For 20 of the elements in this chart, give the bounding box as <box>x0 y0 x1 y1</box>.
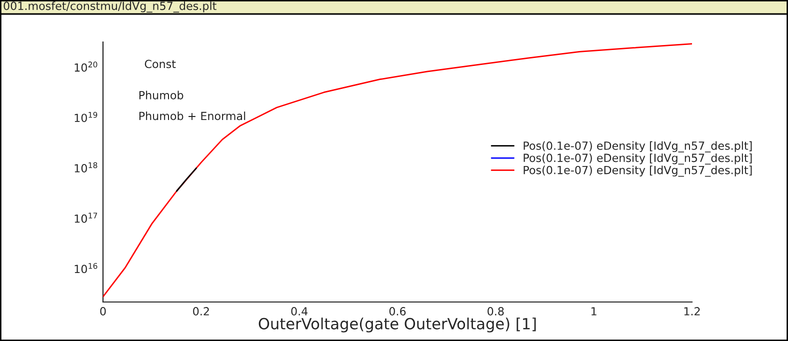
y-tick-label: 10$^{19}$ <box>74 112 98 122</box>
y-tick-label: 10$^{17}$ <box>74 212 98 223</box>
annotation: Const <box>144 60 176 68</box>
legend-label: Pos(0.1e-07) eDensity [IdVg_n57_des.plt] <box>524 166 752 177</box>
legend-label: Pos(0.1e-07) eDensity [IdVg_n57_des.plt] <box>524 141 752 152</box>
x-axis-title: OuterVoltage(gate OuterVoltage) [1] <box>258 318 536 332</box>
x-tick-label: 0.4 <box>291 307 308 316</box>
x-tick-label: 0.2 <box>193 307 209 316</box>
x-tick-label: 1 <box>592 307 596 316</box>
x-tick-label: 0.6 <box>389 307 406 316</box>
annotation: Phumob + Enormal <box>139 112 246 120</box>
x-tick-label: 0.8 <box>488 307 504 316</box>
y-tick-label: 10$^{18}$ <box>74 162 98 172</box>
y-tick-label: 10$^{20}$ <box>74 62 98 72</box>
x-tick-label: 0 <box>100 307 106 316</box>
x-tick-label: 1.2 <box>684 307 700 316</box>
legend-label: Pos(0.1e-07) eDensity [IdVg_n57_des.plt] <box>524 153 752 165</box>
chart-title: 001.mosfet/constmu/IdVg_n57_des.plt <box>4 1 216 13</box>
y-tick-label: 10$^{16}$ <box>74 262 98 274</box>
annotation: Phumob <box>139 90 184 100</box>
